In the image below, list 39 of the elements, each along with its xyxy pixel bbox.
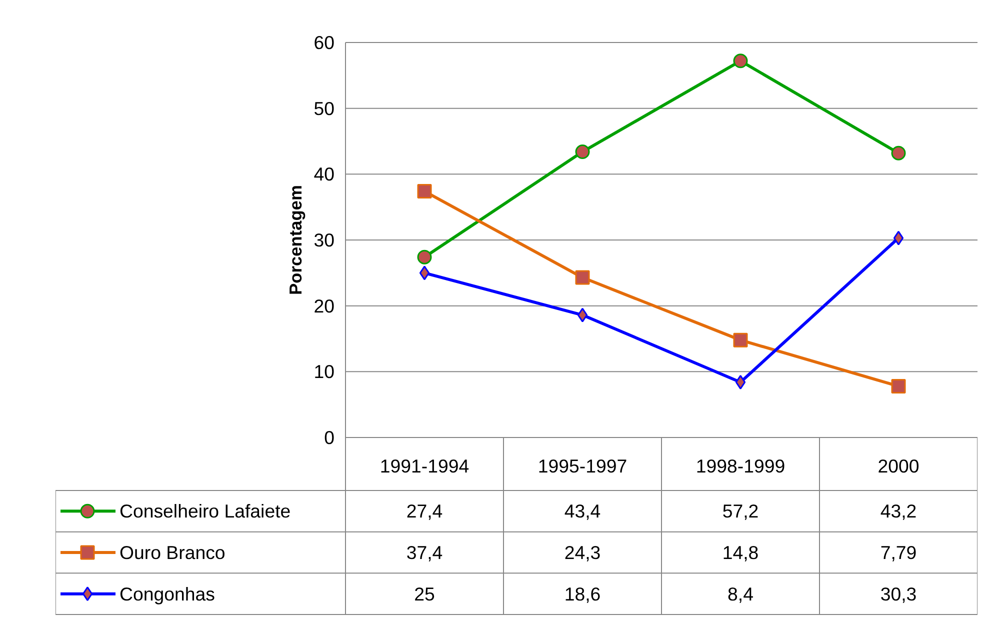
data-label: 18,6 (564, 583, 601, 604)
y-tick-label: 0 (324, 427, 335, 448)
y-tick-label: 60 (314, 32, 335, 53)
point (417, 250, 432, 264)
point (733, 54, 748, 68)
x-tick-label: 2000 (878, 456, 920, 476)
data-label: 7,79 (880, 542, 917, 563)
point (891, 378, 906, 394)
data-label: 43,4 (564, 500, 601, 522)
point (577, 308, 588, 322)
legend-label: Ouro Branco (120, 542, 226, 563)
legend-label: Congonhas (120, 583, 215, 604)
point (417, 184, 432, 199)
data-label: 43,2 (880, 500, 917, 522)
point (575, 270, 590, 285)
data-label: 25 (414, 583, 435, 604)
point (419, 266, 430, 280)
point (575, 144, 590, 160)
data-label: 8,4 (728, 583, 754, 604)
data-label: 14,8 (722, 542, 759, 563)
point (893, 230, 904, 246)
data-label: 57,2 (722, 500, 759, 522)
point (733, 332, 748, 348)
point (735, 374, 746, 390)
x-tick-label: 1991-1994 (380, 456, 470, 476)
y-tick-label: 30 (314, 230, 335, 250)
y-tick-label: 20 (314, 295, 335, 316)
y-tick-label: 40 (314, 164, 335, 185)
data-label: 30,3 (880, 583, 917, 604)
x-tick-label: 1998-1999 (696, 456, 786, 476)
legend-label: Conselheiro Lafaiete (120, 500, 291, 522)
y-tick-label: 50 (314, 98, 335, 119)
y-axis-title: Porcentagem (286, 185, 306, 295)
y-tick-label: 10 (314, 361, 335, 382)
data-label: 27,4 (406, 500, 443, 522)
point (891, 146, 906, 160)
data-label: 37,4 (406, 542, 443, 563)
x-tick-label: 1995-1997 (538, 456, 628, 476)
data-label: 24,3 (564, 542, 601, 563)
